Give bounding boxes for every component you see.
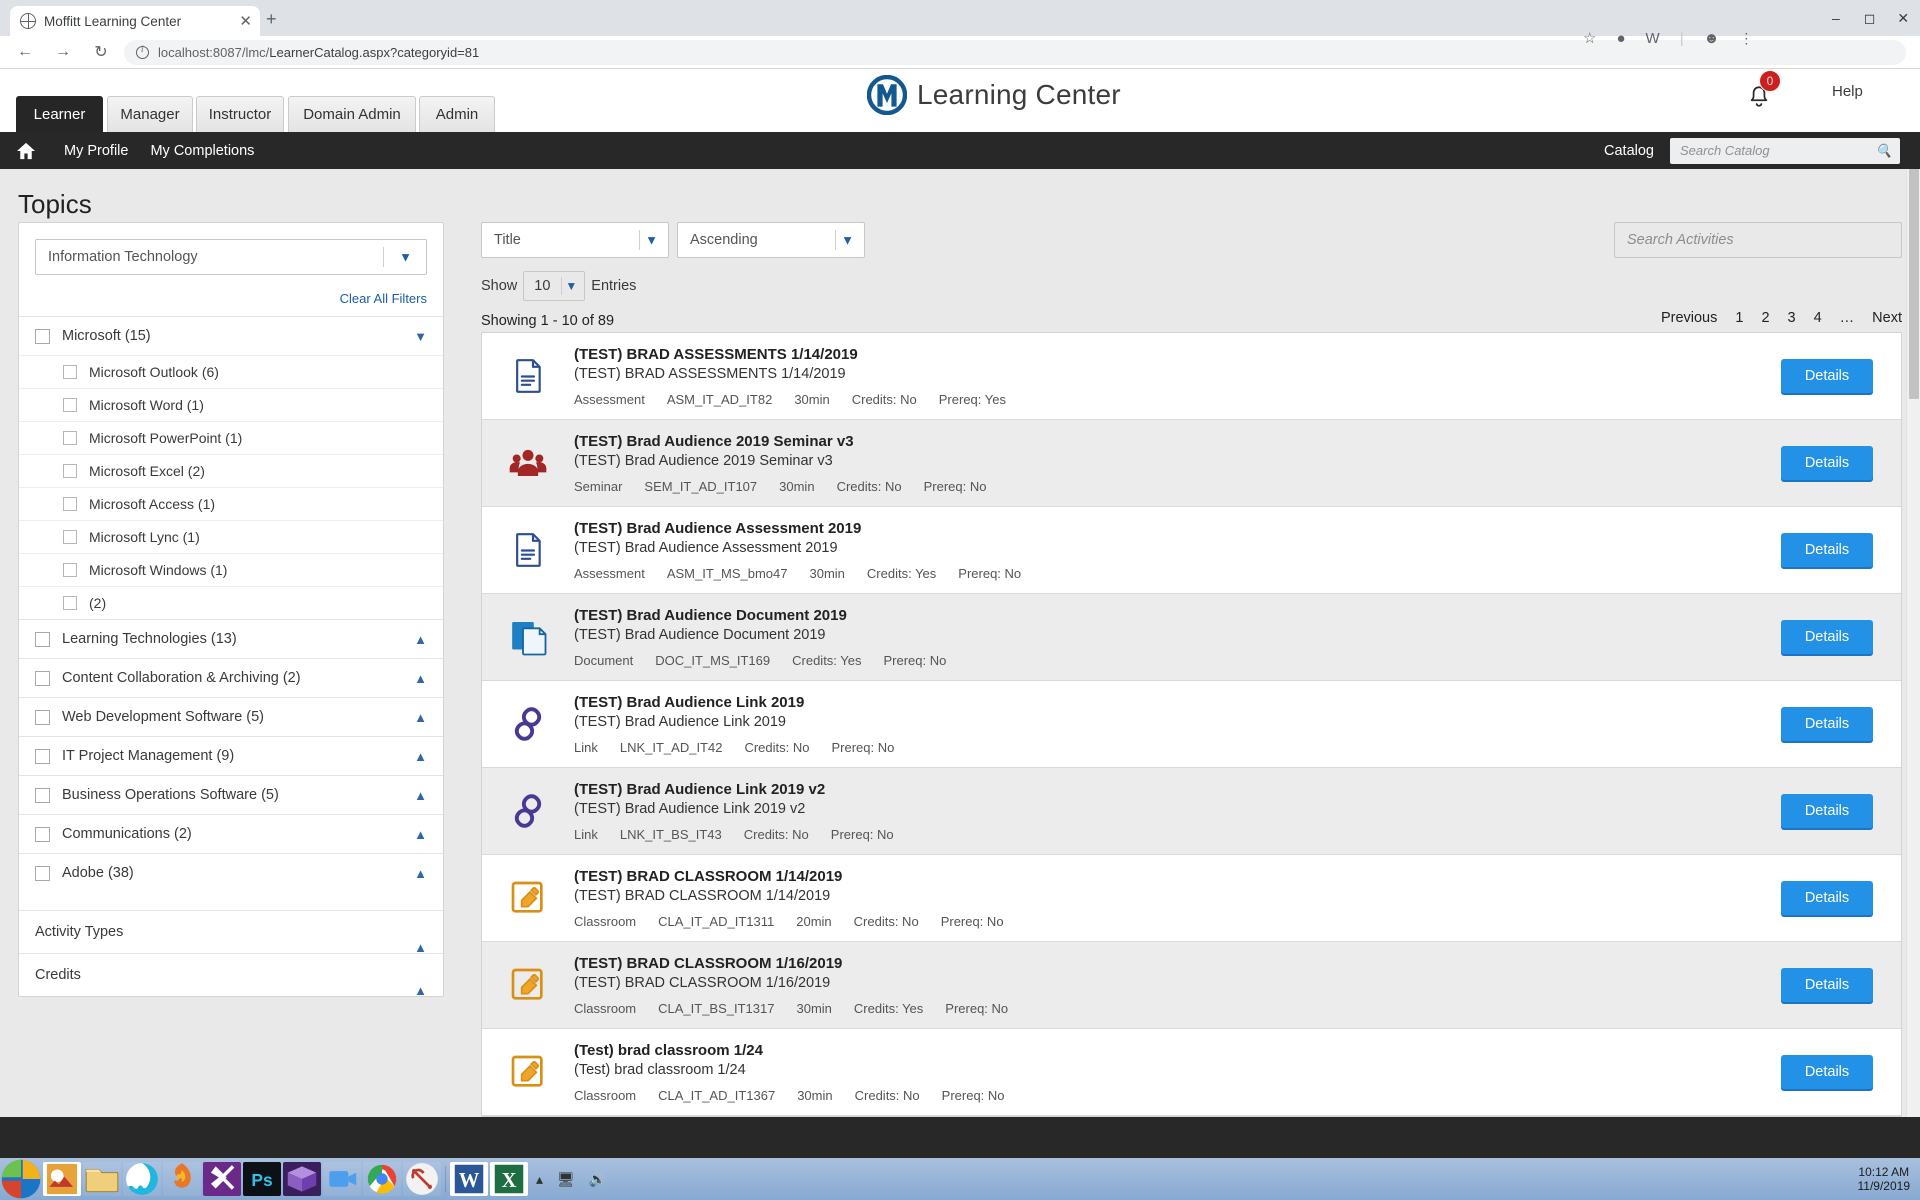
svg-text:X: X (502, 1170, 517, 1192)
svg-text:W: W (459, 1170, 480, 1192)
svg-text:Ps: Ps (251, 1170, 272, 1190)
